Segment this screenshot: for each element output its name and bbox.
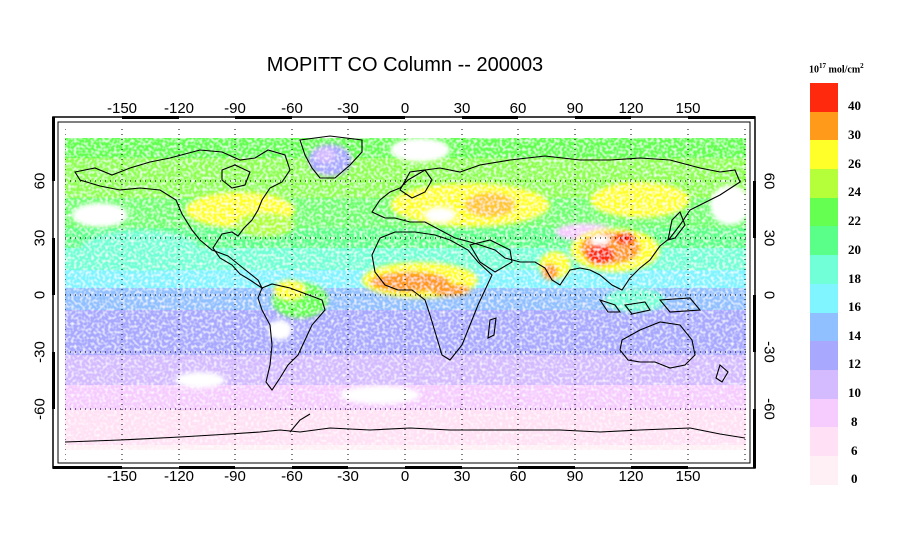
colorbar-label: 0	[851, 471, 858, 486]
x-tick-top: 60	[509, 100, 527, 117]
colorbar-swatch-18	[810, 255, 838, 284]
colorbar-label: 14	[848, 328, 861, 343]
x-tick-bottom: -120	[163, 468, 195, 485]
co-field	[65, 138, 746, 453]
units-text: mol/cm	[826, 64, 861, 76]
x-tick-top: 90	[566, 100, 584, 117]
colorbar-swatch-16	[810, 283, 838, 313]
x-tick-bottom: 120	[618, 468, 644, 485]
colorbar-swatch-20	[810, 226, 838, 256]
colorbar-swatch-12	[810, 341, 838, 370]
colorbar-label: 30	[848, 127, 861, 142]
colorbar-label: 6	[851, 443, 858, 458]
x-tick-bottom: 30	[453, 468, 471, 485]
colorbar-swatch-40	[810, 83, 838, 112]
x-tick-top: 120	[618, 100, 644, 117]
units-exponent: 17	[819, 62, 826, 70]
x-tick-top: -90	[224, 100, 246, 117]
colorbar-swatch-0	[810, 455, 838, 485]
units-base: 10	[809, 64, 819, 76]
colorbar-swatch-8	[810, 398, 838, 428]
colorbar-label: 22	[848, 213, 861, 228]
frame-tick-bars	[52, 116, 756, 469]
colorbar-label: 12	[848, 356, 861, 371]
chart-title: MOPITT CO Column -- 200003	[266, 54, 544, 76]
x-tick-bottom: 150	[675, 468, 701, 485]
colorbar-label: 40	[848, 98, 861, 113]
x-tick-top: 150	[675, 100, 701, 117]
colorbar-label: 18	[848, 271, 861, 286]
colorbar-label: 8	[851, 414, 858, 429]
colorbar-label: 26	[848, 156, 861, 171]
colorbar-swatch-30	[810, 111, 838, 141]
x-tick-bottom: 0	[400, 468, 410, 485]
x-tick-bottom: -90	[224, 468, 246, 485]
colorbar-swatch-10	[810, 369, 838, 399]
x-tick-top: 0	[400, 100, 410, 117]
x-tick-bottom: -30	[337, 468, 359, 485]
colorbar	[810, 83, 838, 485]
units-exponent-2: 2	[860, 62, 864, 70]
colorbar-units: 1017 mol/cm2	[809, 62, 864, 75]
colorbar-label: 16	[848, 299, 861, 314]
x-tick-bottom: 90	[566, 468, 584, 485]
colorbar-label: 10	[848, 385, 861, 400]
colorbar-label: 24	[848, 184, 861, 199]
colorbar-swatch-24	[810, 169, 838, 198]
x-tick-top: 30	[453, 100, 471, 117]
x-tick-bottom: -60	[281, 468, 303, 485]
x-tick-top: -150	[106, 100, 138, 117]
colorbar-swatch-22	[810, 197, 838, 227]
colorbar-swatch-6	[810, 427, 838, 456]
coastlines	[65, 135, 746, 443]
x-tick-top: -120	[163, 100, 195, 117]
colorbar-swatch-26	[810, 140, 838, 170]
colorbar-swatch-14	[810, 312, 838, 342]
x-tick-bottom: 60	[509, 468, 527, 485]
x-tick-top: -30	[337, 100, 359, 117]
colorbar-label: 20	[848, 242, 861, 257]
x-tick-bottom: -150	[106, 468, 138, 485]
x-tick-top: -60	[281, 100, 303, 117]
